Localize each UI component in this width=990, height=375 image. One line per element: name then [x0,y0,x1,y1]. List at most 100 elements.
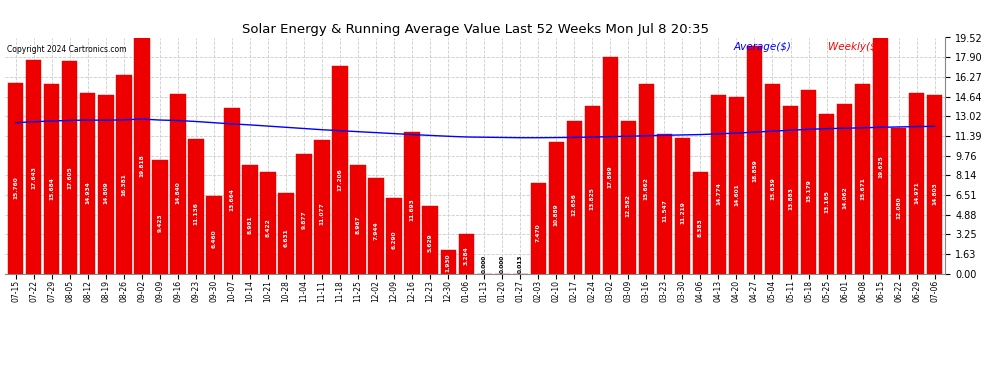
Bar [765,84,780,274]
Text: 11.136: 11.136 [193,202,198,225]
Text: 0.013: 0.013 [518,254,523,273]
Text: 14.809: 14.809 [103,182,108,204]
Bar [62,61,77,274]
Bar [333,66,347,274]
Text: 8.981: 8.981 [248,216,252,234]
Text: 14.774: 14.774 [716,182,721,205]
Text: 12.582: 12.582 [626,194,631,217]
Text: 15.760: 15.760 [13,177,18,199]
Text: 13.825: 13.825 [590,187,595,210]
Bar [819,114,835,274]
Bar [531,183,545,274]
Bar [693,172,708,274]
Bar [585,106,600,274]
Bar [837,104,852,274]
Text: 17.643: 17.643 [32,166,37,189]
Text: 18.859: 18.859 [752,160,757,182]
Bar [927,94,942,274]
Text: 15.662: 15.662 [644,177,648,200]
Text: 8.383: 8.383 [698,219,703,237]
Bar [873,36,888,274]
Text: 17.206: 17.206 [338,169,343,191]
Bar [458,234,474,274]
Text: 8.422: 8.422 [265,219,270,237]
Bar [368,178,384,274]
Bar [909,93,925,274]
Text: 12.656: 12.656 [572,194,577,216]
Text: Average($): Average($) [734,42,792,52]
Text: 6.290: 6.290 [392,230,397,249]
Text: 15.639: 15.639 [770,177,775,200]
Text: 17.605: 17.605 [67,166,72,189]
Text: 0.000: 0.000 [482,255,487,273]
Bar [152,160,167,274]
Text: 8.967: 8.967 [355,216,360,234]
Text: Copyright 2024 Cartronics.com: Copyright 2024 Cartronics.com [7,45,127,54]
Text: 11.219: 11.219 [680,201,685,224]
Text: 14.934: 14.934 [85,181,90,204]
Text: 3.284: 3.284 [463,246,468,265]
Bar [296,154,312,274]
Text: 15.684: 15.684 [50,177,54,200]
Bar [386,198,402,274]
Bar [80,93,95,274]
Bar [423,206,438,274]
Text: Weekly($): Weekly($) [828,42,880,52]
Bar [783,106,798,274]
Bar [548,142,564,274]
Bar [729,97,744,274]
Bar [566,121,582,274]
Text: 6.631: 6.631 [283,228,288,247]
Text: 9.877: 9.877 [302,211,307,229]
Text: 12.080: 12.080 [896,196,901,219]
Bar [315,140,330,274]
Bar [746,45,762,274]
Text: 14.971: 14.971 [914,181,919,204]
Bar [225,108,240,274]
Bar [206,196,222,274]
Bar [116,75,132,274]
Bar [603,57,618,274]
Text: 7.470: 7.470 [536,224,541,242]
Bar [243,165,257,274]
Text: 10.889: 10.889 [553,203,558,226]
Bar [656,134,672,274]
Bar [639,84,654,274]
Text: 6.460: 6.460 [212,229,217,248]
Bar [405,132,420,274]
Text: 13.664: 13.664 [230,188,235,211]
Text: 17.899: 17.899 [608,165,613,188]
Bar [350,165,365,274]
Text: 16.381: 16.381 [122,173,127,196]
Bar [441,251,455,274]
Text: 11.547: 11.547 [662,200,667,222]
Bar [621,122,636,274]
Text: 7.944: 7.944 [373,221,378,240]
Text: 1.930: 1.930 [446,254,450,273]
Text: 14.840: 14.840 [175,182,180,204]
Text: 11.077: 11.077 [320,202,325,225]
Text: 14.601: 14.601 [734,183,739,206]
Text: 19.625: 19.625 [878,156,883,178]
Bar [26,60,42,274]
Bar [675,138,690,274]
Text: 15.179: 15.179 [806,180,811,203]
Text: 11.693: 11.693 [410,199,415,222]
Bar [8,83,24,274]
Bar [801,90,816,274]
Text: 5.629: 5.629 [428,234,433,252]
Bar [891,128,906,274]
Bar [170,94,185,274]
Text: 19.818: 19.818 [140,154,145,177]
Bar [45,84,59,274]
Text: 14.062: 14.062 [842,186,847,209]
Text: 13.883: 13.883 [788,187,793,210]
Text: 0.000: 0.000 [500,255,505,273]
Bar [188,139,204,274]
Title: Solar Energy & Running Average Value Last 52 Weeks Mon Jul 8 20:35: Solar Energy & Running Average Value Las… [242,23,709,36]
Bar [278,194,294,274]
Bar [98,94,114,274]
Bar [855,84,870,274]
Text: 13.165: 13.165 [824,190,829,213]
Text: 15.671: 15.671 [860,177,865,200]
